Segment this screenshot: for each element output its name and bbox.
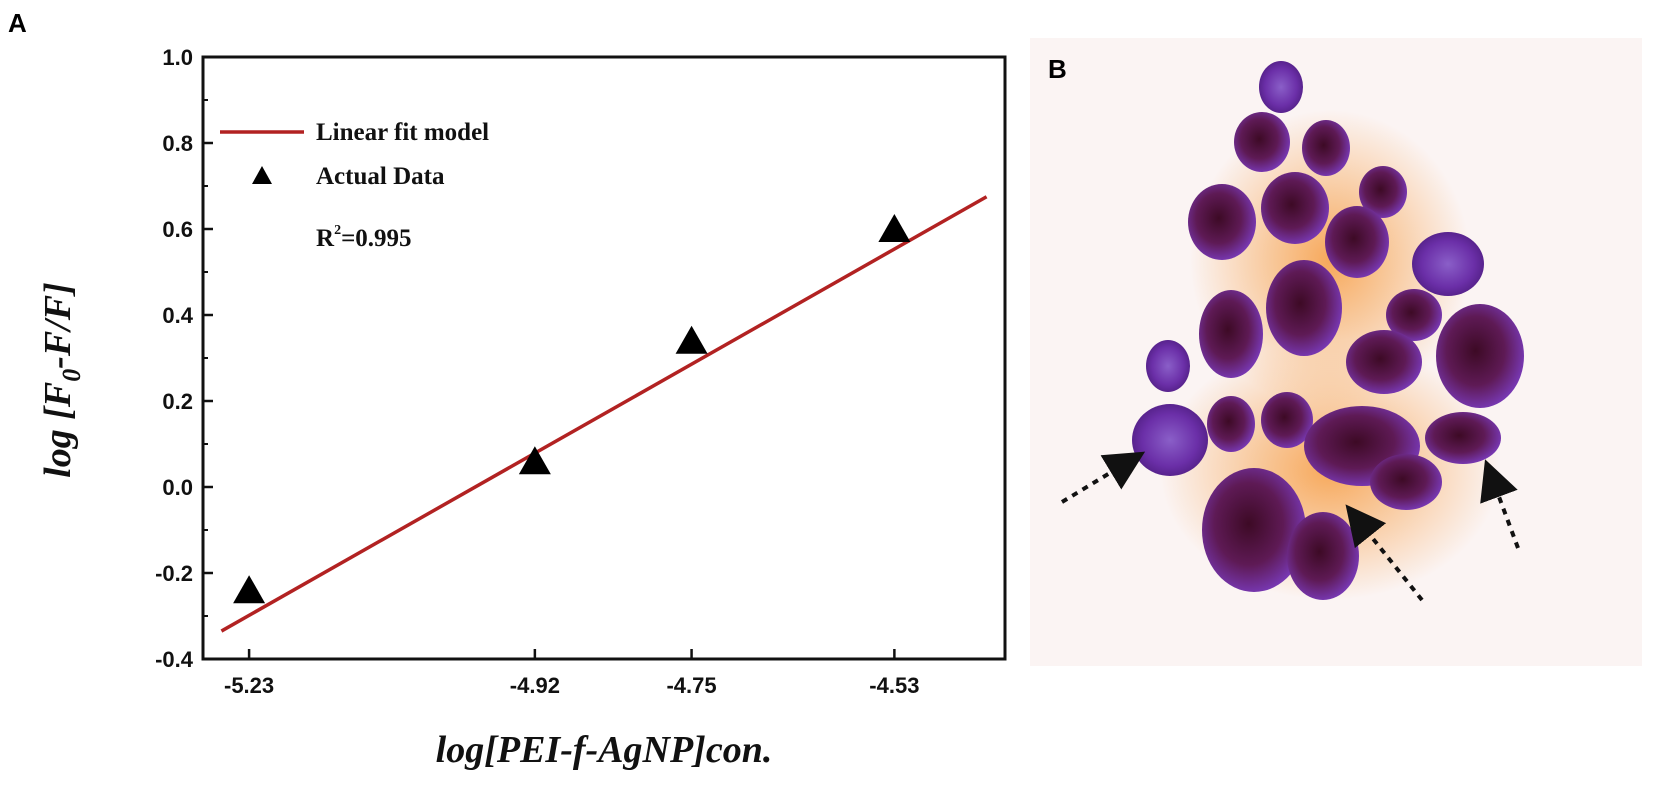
y-axis: -0.4 -0.2 0.0 0.2 0.4 0.6 0.8 1.0 <box>155 45 213 672</box>
cell <box>1386 289 1442 341</box>
legend-label-fit: Linear fit model <box>316 119 489 146</box>
x-tick-label: -4.53 <box>869 673 919 698</box>
legend: Linear fit model Actual Data R2=0.995 <box>220 119 489 252</box>
cell <box>1261 172 1329 244</box>
cell <box>1346 330 1422 394</box>
cell <box>1234 112 1290 172</box>
cell <box>1370 454 1442 510</box>
arrows <box>1060 451 1520 602</box>
data-point <box>233 575 266 604</box>
y-tick-label: 0.8 <box>162 131 193 156</box>
data-point <box>518 446 551 475</box>
cell <box>1202 468 1306 592</box>
cell <box>1412 232 1484 296</box>
y-tick-label: 0.2 <box>162 389 193 414</box>
x-axis: -5.23 -4.92 -4.75 -4.53 <box>224 649 919 698</box>
cell <box>1207 396 1255 452</box>
x-tick-label: -4.92 <box>510 673 560 698</box>
cell <box>1325 206 1389 278</box>
yeast-cells <box>1132 61 1524 600</box>
r-squared-annotation: R2=0.995 <box>316 223 412 252</box>
arrow-icon <box>1060 451 1146 504</box>
cell <box>1266 260 1342 356</box>
y-tick-label: -0.2 <box>155 561 193 586</box>
fit-line <box>220 195 988 633</box>
y-tick-label: 1.0 <box>162 45 193 70</box>
cell <box>1436 304 1524 408</box>
cell <box>1199 290 1263 378</box>
cell <box>1359 166 1407 218</box>
arrow-icon <box>1345 504 1424 602</box>
arrow-icon <box>1480 459 1520 549</box>
chart-panel-a: -0.4 -0.2 0.0 0.2 0.4 0.6 0.8 1.0 -5.23 -4.92 -4.… <box>37 45 1007 771</box>
data-point <box>675 325 708 354</box>
cell <box>1188 184 1256 260</box>
x-tick-label: -4.75 <box>666 673 716 698</box>
y-tick-label: 0.6 <box>162 217 193 242</box>
cell <box>1425 412 1501 464</box>
y-axis-title: log [F0-F/F] <box>37 282 86 478</box>
y-tick-label: -0.4 <box>155 647 194 672</box>
plot-frame <box>201 55 1007 661</box>
y-tick-label: 0.0 <box>162 475 193 500</box>
cell <box>1259 61 1303 113</box>
series-layer <box>220 195 988 633</box>
cell <box>1302 120 1350 176</box>
cell <box>1261 392 1313 448</box>
x-axis-title: log[PEI-f-AgNP]con. <box>436 729 773 771</box>
y-tick-label: 0.4 <box>162 303 193 328</box>
data-point <box>878 214 911 242</box>
panel-b-label: B <box>1048 54 1067 84</box>
cell <box>1287 512 1359 600</box>
panel-a-label: A <box>8 8 27 38</box>
cell <box>1132 404 1208 476</box>
x-tick-label: -5.23 <box>224 673 274 698</box>
legend-triangle-swatch <box>252 166 272 184</box>
cell <box>1146 340 1190 392</box>
legend-label-data: Actual Data <box>316 163 445 190</box>
micrograph-panel-b: B <box>1030 38 1642 666</box>
